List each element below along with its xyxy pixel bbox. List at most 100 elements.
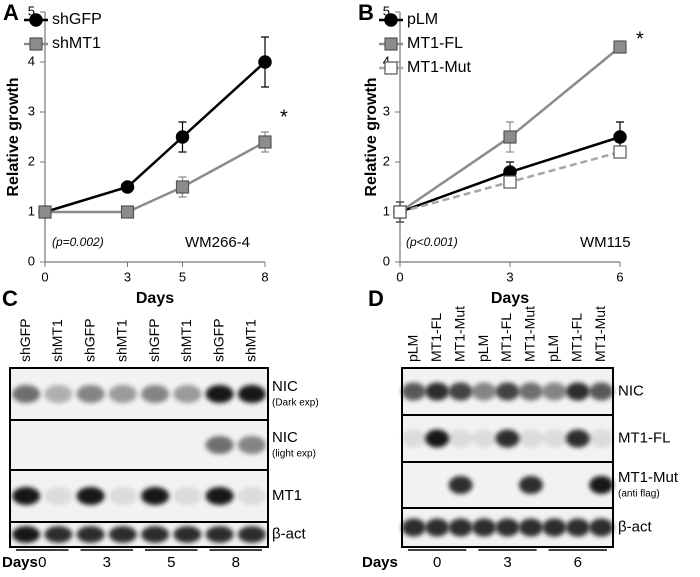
x-axis-label: Days xyxy=(136,290,174,307)
band xyxy=(401,429,426,448)
band xyxy=(12,526,41,543)
band xyxy=(108,385,137,403)
band xyxy=(401,518,426,537)
band xyxy=(565,382,590,401)
band xyxy=(205,436,234,454)
legend-marker xyxy=(29,37,43,51)
band xyxy=(44,487,73,505)
x-tick-label: 6 xyxy=(616,269,623,284)
band xyxy=(141,487,170,505)
lane-label: pLM xyxy=(475,335,491,362)
row-label: NIC xyxy=(272,378,298,395)
band xyxy=(448,429,473,448)
band xyxy=(12,385,41,403)
day-label: 8 xyxy=(232,554,240,571)
row-note: (Dark exp) xyxy=(272,398,319,409)
legend-label: MT1-FL xyxy=(407,35,463,52)
band xyxy=(472,518,497,537)
lane-label: shGFP xyxy=(81,318,97,362)
band xyxy=(205,487,234,505)
band xyxy=(495,382,520,401)
y-tick-label: 1 xyxy=(28,203,35,218)
x-tick-label: 5 xyxy=(179,269,186,284)
x-tick-label: 0 xyxy=(41,269,48,284)
band xyxy=(173,487,202,505)
y-tick-label: 1 xyxy=(383,203,390,218)
lane-label: shMT1 xyxy=(178,319,194,362)
marker xyxy=(175,130,190,144)
marker xyxy=(503,175,517,189)
lane-label: pLM xyxy=(545,335,561,362)
band xyxy=(44,526,73,543)
marker xyxy=(120,180,135,194)
panel-letter: D xyxy=(368,286,384,311)
marker xyxy=(38,205,52,219)
band xyxy=(76,385,105,403)
band xyxy=(518,382,543,401)
row-label: NIC xyxy=(272,429,298,446)
day-label: 0 xyxy=(38,554,46,571)
x-tick-label: 8 xyxy=(261,269,268,284)
day-label: 3 xyxy=(503,554,511,571)
legend-marker xyxy=(29,13,43,27)
lane-label: shGFP xyxy=(210,318,226,362)
lane-label: MT1-Mut xyxy=(592,306,608,362)
legend-label: pLM xyxy=(407,11,438,28)
band xyxy=(495,518,520,537)
legend-label: MT1-Mut xyxy=(407,59,472,76)
annotation: * xyxy=(636,28,644,50)
y-tick-label: 5 xyxy=(383,3,390,18)
y-tick-label: 2 xyxy=(28,153,35,168)
day-label: 3 xyxy=(103,554,111,571)
band xyxy=(425,518,450,537)
annotation: (p<0.001) xyxy=(406,235,458,249)
lane-label: MT1-FL xyxy=(428,313,444,362)
lane-label: MT1-Mut xyxy=(451,306,467,362)
band xyxy=(565,429,590,448)
y-axis-label: Relative growth xyxy=(5,77,22,196)
marker xyxy=(393,205,407,219)
band xyxy=(141,526,170,543)
band xyxy=(472,429,497,448)
band xyxy=(589,382,614,401)
annotation: (p=0.002) xyxy=(52,235,104,249)
band xyxy=(237,487,266,505)
band xyxy=(237,436,266,454)
band xyxy=(425,382,450,401)
band xyxy=(108,487,137,505)
band xyxy=(448,476,473,494)
lane-label: MT1-FL xyxy=(498,313,514,362)
y-tick-label: 3 xyxy=(28,103,35,118)
band xyxy=(237,385,266,403)
y-tick-label: 3 xyxy=(383,103,390,118)
lane-label: shGFP xyxy=(146,318,162,362)
series-line xyxy=(44,61,266,214)
panel-letter: B xyxy=(358,0,374,25)
marker xyxy=(175,180,190,194)
band xyxy=(76,487,105,505)
band xyxy=(518,518,543,537)
band xyxy=(472,382,497,401)
marker xyxy=(613,145,627,159)
band xyxy=(542,429,567,448)
panel-letter: C xyxy=(2,286,18,311)
band xyxy=(173,385,202,403)
lane-label: shMT1 xyxy=(114,319,130,362)
x-tick-label: 3 xyxy=(124,269,131,284)
band xyxy=(518,429,543,448)
band xyxy=(565,518,590,537)
band xyxy=(205,385,234,403)
annotation: WM115 xyxy=(580,234,631,251)
legend-label: shMT1 xyxy=(52,35,101,52)
band xyxy=(173,526,202,543)
row-label: β-act xyxy=(272,525,306,542)
band xyxy=(589,476,614,494)
x-tick-label: 0 xyxy=(396,269,403,284)
lane-label: shGFP xyxy=(17,318,33,362)
lane-label: MT1-FL xyxy=(569,313,585,362)
series-line xyxy=(45,140,266,214)
marker xyxy=(613,40,627,54)
y-tick-label: 5 xyxy=(28,3,35,18)
marker xyxy=(120,205,135,219)
